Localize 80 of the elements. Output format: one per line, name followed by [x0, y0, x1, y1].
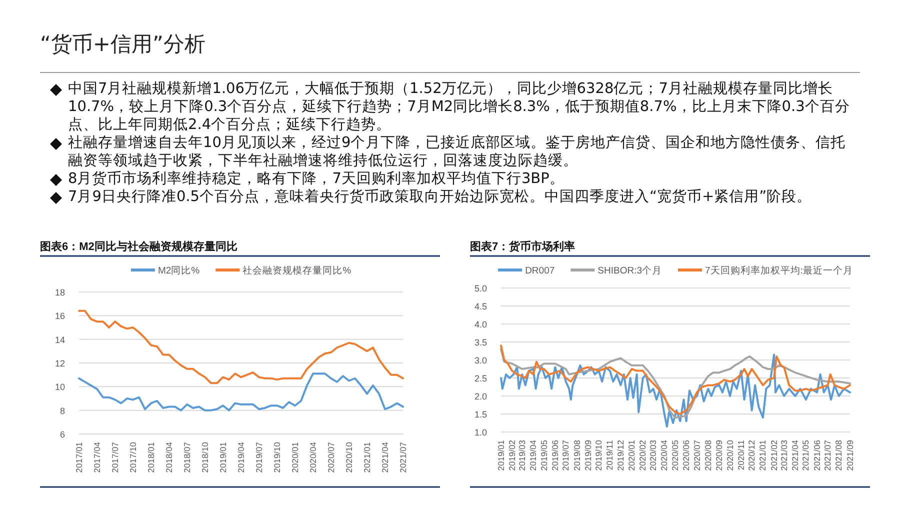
- x-tick-label: 2021/02: [768, 440, 779, 471]
- x-tick-label: 2021/04: [380, 442, 390, 473]
- y-tick-label: 3.0: [474, 356, 487, 366]
- x-tick-label: 2019/03: [516, 440, 527, 471]
- x-tick-label: 2019/07: [560, 440, 571, 471]
- x-tick-label: 2020/03: [648, 440, 658, 471]
- text: “货币+信用”分析: [40, 31, 206, 58]
- chart-title: 图表6：M2同比与社会融资规模存量同比: [40, 240, 238, 253]
- text: 社融存量增速自去年10月见顶以来，经过9个月下降，已接近底部区域。鉴于房地产信贷、国企和地方隐性债务、信托融资等领域趋于收紧，下半年社融增速将维持低位运行，回落速度边际趋缓。: [68, 135, 846, 169]
- x-tick-label: 2021/07: [822, 440, 833, 471]
- legend-label: M2同比%: [158, 264, 200, 276]
- x-tick-label: 2019/01: [496, 440, 506, 471]
- x-tick-label: 2017/10: [128, 442, 138, 473]
- x-tick-label: 2020/08: [702, 440, 713, 471]
- x-tick-label: 2019/07: [254, 442, 264, 473]
- y-tick-label: 5.0: [474, 284, 487, 294]
- y-tick-label: 14: [54, 334, 65, 345]
- x-tick-label: 2019/06: [550, 440, 560, 471]
- x-tick-label: 2017/07: [110, 442, 120, 473]
- x-tick-label: 2019/01: [218, 442, 228, 473]
- y-tick-label: 8: [60, 406, 65, 416]
- x-tick-label: 2020/05: [670, 440, 680, 471]
- legend-label: DR007: [525, 266, 555, 276]
- y-tick-label: 1.0: [474, 428, 487, 438]
- y-tick-label: 10: [54, 382, 65, 392]
- x-tick-label: 2021/01: [362, 442, 372, 473]
- x-tick-label: 2018/01: [146, 442, 156, 473]
- x-tick-label: 2019/12: [615, 440, 626, 471]
- x-tick-label: 2021/05: [800, 440, 811, 471]
- text: 中国7月社融规模新增1.06万亿元，大幅低于预期（1.52万亿元），同比少增6328亿元；7月社融规模存量同比增长10.7%，较上月下降0.3个百分点，延续下行趋势；7月M2同比增长8.3%，低于预期值8.7%，比上月末下降0.3个百分点、比上年同期低2.4个百分点；延续下行趋势。: [68, 81, 850, 133]
- x-tick-label: 2019/04: [528, 440, 538, 471]
- y-tick-label: 3.5: [474, 338, 487, 348]
- y-tick-label: 16: [54, 311, 65, 322]
- y-tick-label: 18: [54, 288, 65, 298]
- legend-label: SHIBOR:3个月: [598, 264, 662, 276]
- y-tick-label: 2.0: [474, 392, 487, 402]
- text: 7月9日央行降准0.5个百分点，意味着央行货币政策取向开始边际宽松。中国四季度进入“宽货币+紧信用”阶段。: [68, 189, 812, 205]
- x-tick-label: 2021/09: [844, 440, 855, 471]
- x-tick-label: 2019/09: [582, 440, 593, 471]
- y-tick-label: 2.5: [474, 374, 487, 384]
- x-tick-label: 2019/04: [236, 442, 246, 473]
- y-tick-label: 4.0: [474, 320, 487, 330]
- x-tick-label: 2021/03: [778, 440, 789, 471]
- x-tick-label: 2020/01: [290, 442, 300, 473]
- x-tick-label: 2019/05: [538, 440, 549, 471]
- x-tick-label: 2020/02: [638, 440, 648, 471]
- x-tick-label: 2019/02: [506, 440, 517, 471]
- x-tick-label: 2020/10: [344, 442, 354, 473]
- chart-title: 图表7：货币市场利率: [470, 240, 576, 253]
- y-tick-label: 1.5: [474, 410, 487, 420]
- x-tick-label: 2021/01: [758, 440, 768, 471]
- text: 8月货币市场利率维持稳定，略有下降，7天回购利率加权平均值下行3BP。: [68, 171, 564, 187]
- x-tick-label: 2019/10: [272, 442, 282, 473]
- x-tick-label: 2020/10: [724, 440, 735, 471]
- legend-label: 7天回购利率加权平均:最近一个月: [705, 264, 853, 276]
- x-tick-label: 2019/10: [594, 440, 604, 471]
- x-tick-label: 2020/01: [626, 440, 637, 471]
- x-tick-label: 2021/06: [812, 440, 822, 471]
- legend-label: 社会融资规模存量同比%: [242, 264, 352, 276]
- y-tick-label: 6: [60, 430, 65, 440]
- x-tick-label: 2020/06: [681, 440, 692, 471]
- x-tick-label: 2017/04: [92, 442, 102, 473]
- x-tick-label: 2020/12: [746, 440, 757, 471]
- x-tick-label: 2021/07: [398, 442, 408, 473]
- x-tick-label: 2020/09: [714, 440, 724, 471]
- x-tick-label: 2019/08: [572, 440, 582, 471]
- x-tick-label: 2020/07: [692, 440, 702, 471]
- x-tick-label: 2020/04: [308, 442, 318, 473]
- x-tick-label: 2018/07: [182, 442, 192, 473]
- x-tick-label: 2021/04: [790, 440, 800, 471]
- y-tick-label: 12: [54, 358, 65, 368]
- x-tick-label: 2018/04: [164, 442, 174, 473]
- x-tick-label: 2018/10: [200, 442, 210, 473]
- y-tick-label: 4.5: [474, 302, 487, 312]
- x-tick-label: 2020/11: [736, 440, 746, 470]
- x-tick-label: 2021/08: [834, 440, 844, 471]
- x-tick-label: 2017/01: [74, 442, 84, 473]
- x-tick-label: 2019/11: [604, 440, 615, 470]
- x-tick-label: 2020/04: [659, 440, 670, 471]
- x-tick-label: 2020/07: [326, 442, 336, 473]
